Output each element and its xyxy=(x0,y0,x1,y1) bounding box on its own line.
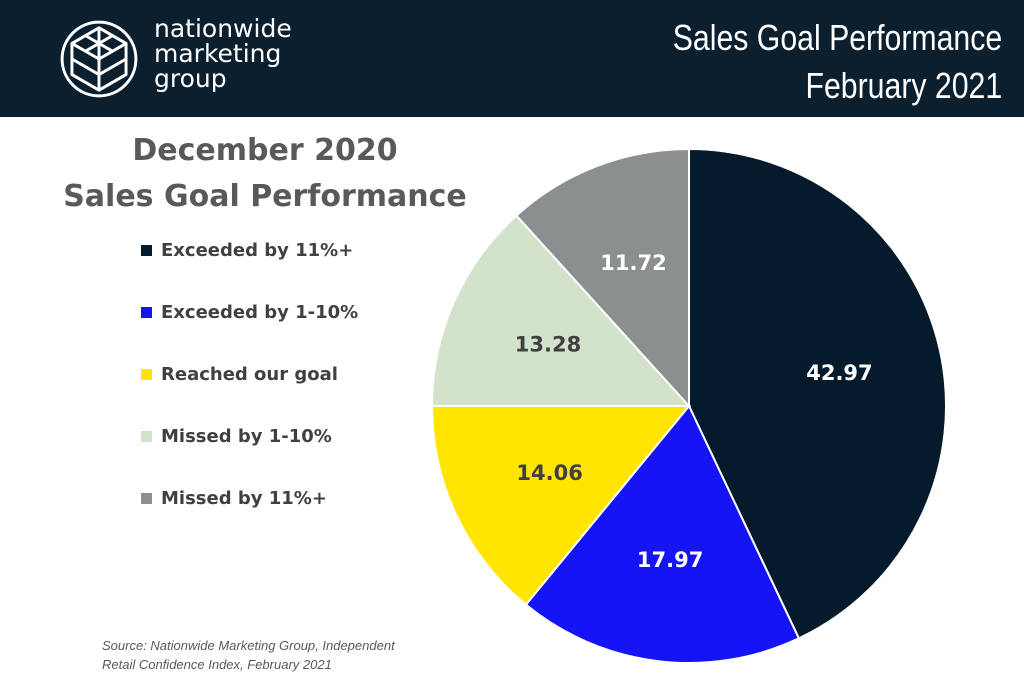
brand-line-3: group xyxy=(154,64,227,93)
chart-title: December 2020 Sales Goal Performance xyxy=(40,128,490,220)
source-line-2: Retail Confidence Index, February 2021 xyxy=(102,657,332,672)
legend-swatch xyxy=(141,493,152,504)
header-bar: nationwide marketing group Sales Goal Pe… xyxy=(0,0,1024,117)
brand-name: nationwide marketing group xyxy=(154,16,292,91)
chart-title-line-1: December 2020 xyxy=(132,133,398,168)
pie-slice xyxy=(514,147,690,409)
banner-title: Sales Goal Performance February 2021 xyxy=(673,14,1002,110)
legend-label: Missed by 1-10% xyxy=(161,426,332,447)
company-logo xyxy=(60,20,138,98)
slice-data-label: 13.28 xyxy=(515,333,581,357)
brand-line-1: nationwide xyxy=(154,14,292,43)
pie-slice xyxy=(524,404,801,664)
banner-line-1: Sales Goal Performance xyxy=(672,17,1002,58)
legend-swatch xyxy=(141,431,152,442)
source-line-1: Source: Nationwide Marketing Group, Inde… xyxy=(102,638,395,653)
legend-label: Reached our goal xyxy=(161,364,338,385)
source-note: Source: Nationwide Marketing Group, Inde… xyxy=(102,636,395,674)
pie-slice xyxy=(430,405,692,607)
slice-data-label: 17.97 xyxy=(637,548,703,572)
pie-slice xyxy=(688,147,947,640)
legend-label: Missed by 11%+ xyxy=(161,488,327,509)
legend-swatch xyxy=(141,245,152,256)
banner-line-2: February 2021 xyxy=(805,65,1002,106)
legend-label: Exceeded by 1-10% xyxy=(161,302,359,323)
legend-label: Exceeded by 11%+ xyxy=(161,240,354,261)
legend-swatch xyxy=(141,369,152,380)
pie-slice xyxy=(430,214,692,407)
slice-data-label: 14.06 xyxy=(516,461,582,485)
slice-data-label: 42.97 xyxy=(806,361,872,385)
legend-swatch xyxy=(141,307,152,318)
brand-line-2: marketing xyxy=(154,39,282,68)
slice-data-label: 11.72 xyxy=(600,251,666,275)
chart-title-line-2: Sales Goal Performance xyxy=(63,179,467,214)
